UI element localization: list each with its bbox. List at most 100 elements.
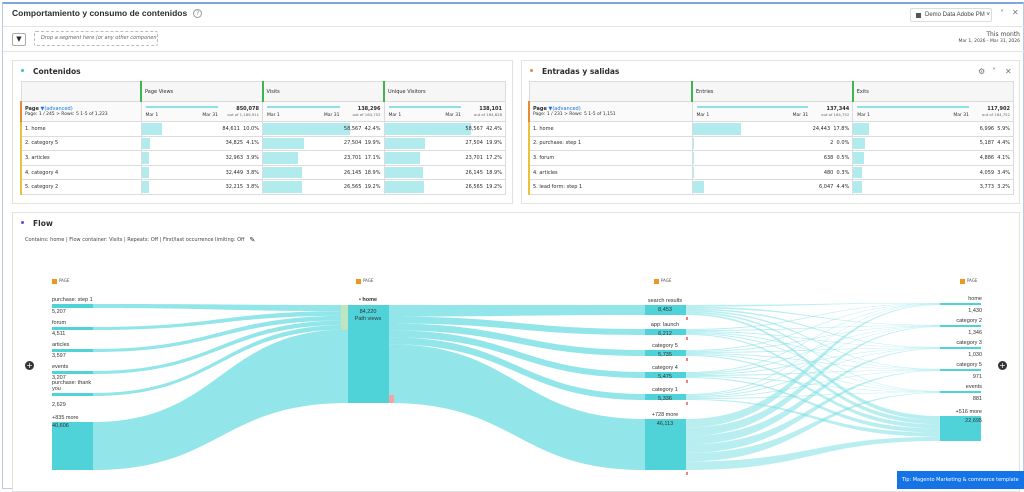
flow-link[interactable]: [686, 332, 940, 370]
flow-link[interactable]: [686, 311, 940, 392]
exit-indicator[interactable]: [686, 472, 688, 475]
flow-link[interactable]: [93, 324, 348, 396]
exit-indicator[interactable]: [389, 395, 394, 403]
flow-link[interactable]: [686, 392, 940, 462]
flow-link[interactable]: [686, 326, 940, 436]
date-label[interactable]: This month: [986, 31, 1020, 38]
exit-indicator[interactable]: [686, 402, 688, 405]
segment-filter-icon[interactable]: ▼: [12, 33, 26, 46]
flow-node[interactable]: [52, 304, 93, 308]
flow-link[interactable]: [686, 303, 940, 307]
report-suite-selector[interactable]: Demo Data Adobe PM ˅: [910, 8, 992, 22]
flow-link[interactable]: [686, 370, 940, 453]
exit-indicator[interactable]: [686, 317, 688, 320]
exit-indicator[interactable]: [686, 380, 688, 383]
metric-header[interactable]: Visits: [261, 81, 385, 102]
segment-drop-zone[interactable]: Drop a segment here (or any other compon…: [34, 31, 158, 46]
flow-link[interactable]: [389, 316, 645, 335]
flow-link[interactable]: [686, 348, 940, 397]
row-label[interactable]: 1. home: [20, 121, 142, 137]
flow-link[interactable]: [686, 377, 940, 433]
flow-link[interactable]: [686, 436, 940, 470]
table-row[interactable]: 4. category 4 32,449 3.8% 26,145 18.9% 26,1…: [20, 164, 506, 181]
flow-node[interactable]: [940, 347, 981, 349]
flow-link[interactable]: [686, 304, 940, 373]
flow-node[interactable]: [645, 329, 686, 335]
expand-left-icon[interactable]: +: [25, 361, 34, 370]
flow-node[interactable]: [645, 419, 686, 470]
flow-node[interactable]: [52, 393, 93, 396]
flow-link[interactable]: [93, 311, 348, 330]
exit-indicator[interactable]: [686, 337, 688, 340]
help-icon[interactable]: ?: [193, 8, 203, 18]
row-label[interactable]: 5. category 2: [20, 179, 142, 195]
flow-node[interactable]: [940, 369, 981, 371]
flow-link[interactable]: [686, 303, 940, 351]
flow-link[interactable]: [686, 370, 940, 376]
flow-link[interactable]: [389, 323, 645, 356]
flow-link[interactable]: [686, 348, 940, 375]
flow-node[interactable]: [940, 325, 981, 327]
dimension-header[interactable]: Page ▼(advanced) Page: 1 / 231 > Rows: 5 …: [528, 101, 693, 122]
flow-node[interactable]: [940, 416, 981, 441]
flow-link[interactable]: [389, 344, 645, 470]
flow-link[interactable]: [389, 330, 645, 378]
flow-link[interactable]: [686, 326, 940, 374]
flow-link[interactable]: [389, 337, 645, 400]
collapse-chevron-icon[interactable]: ˅: [1000, 9, 1004, 18]
date-range[interactable]: Mar 1, 2026 - Mar 31, 2026: [958, 39, 1020, 44]
close-icon[interactable]: ✕: [1005, 67, 1012, 76]
flow-link[interactable]: [686, 313, 940, 421]
flow-node[interactable]: [645, 350, 686, 356]
exit-indicator[interactable]: [686, 358, 688, 361]
advanced-filter-link[interactable]: ▼(advanced): [40, 106, 73, 112]
flow-node[interactable]: [52, 349, 93, 352]
table-row[interactable]: 1. home 84,611 10.0% 58,567 42.4% 58,567 42…: [20, 121, 506, 137]
flow-link[interactable]: [686, 399, 940, 437]
settings-gear-icon[interactable]: ⚙: [978, 67, 986, 76]
flow-link[interactable]: [686, 325, 940, 352]
flow-node[interactable]: [645, 305, 686, 315]
expand-right-icon[interactable]: +: [998, 361, 1007, 370]
flow-node-focus[interactable]: [348, 305, 389, 403]
column-header[interactable]: PAGE: [356, 278, 373, 284]
entry-indicator[interactable]: [341, 305, 348, 330]
tip-banner[interactable]: Tip: Magento Marketing & commerce templa…: [897, 471, 1024, 489]
advanced-filter-link[interactable]: ▼(advanced): [548, 106, 581, 112]
flow-link[interactable]: [686, 348, 940, 445]
flow-link[interactable]: [686, 355, 940, 429]
flow-node[interactable]: [645, 372, 686, 378]
close-icon[interactable]: ✕: [1012, 8, 1019, 17]
flow-link[interactable]: [686, 331, 940, 348]
edit-pencil-icon[interactable]: ✎: [249, 236, 256, 244]
flow-link[interactable]: [686, 304, 940, 395]
flow-link[interactable]: [686, 326, 940, 396]
flow-node[interactable]: [52, 327, 93, 330]
table-row[interactable]: 3. articles 32,963 3.9% 23,701 17.1% 23,701…: [20, 150, 506, 166]
flow-node[interactable]: [52, 422, 93, 470]
flow-node[interactable]: [645, 394, 686, 400]
flow-link[interactable]: [93, 315, 348, 352]
flow-link[interactable]: [686, 303, 940, 330]
metric-header[interactable]: Unique Visitors: [383, 81, 506, 102]
dimension-header[interactable]: Page ▼(advanced) Page: 1 / 245 > Rows: 5 …: [20, 101, 142, 122]
table-row[interactable]: 3. forum 638 0.5% 4,886 4.1%: [528, 150, 1014, 166]
flow-link[interactable]: [389, 305, 645, 317]
metric-header[interactable]: Exits: [851, 81, 1014, 102]
flow-link[interactable]: [93, 320, 348, 374]
row-label[interactable]: 5. lead form: step 1: [528, 179, 693, 195]
column-header[interactable]: PAGE: [960, 278, 977, 284]
flow-node[interactable]: [52, 371, 93, 374]
flow-link[interactable]: [93, 304, 348, 312]
flow-link[interactable]: [686, 347, 940, 353]
column-header[interactable]: PAGE: [654, 278, 671, 284]
column-header[interactable]: PAGE: [52, 278, 69, 284]
table-row[interactable]: 5. lead form: step 1 6,047 4.4% 3,773 3.2%: [528, 179, 1014, 195]
pagination[interactable]: Page: 1 / 245 > Rows: 5 1-5 of 1,223: [25, 112, 108, 117]
flow-link[interactable]: [93, 329, 348, 471]
collapse-chevron-icon[interactable]: ˅: [992, 67, 996, 76]
flow-link[interactable]: [686, 304, 940, 428]
pagination[interactable]: Page: 1 / 231 > Rows: 5 1-5 of 1,151: [533, 112, 616, 117]
flow-link[interactable]: [686, 370, 940, 398]
